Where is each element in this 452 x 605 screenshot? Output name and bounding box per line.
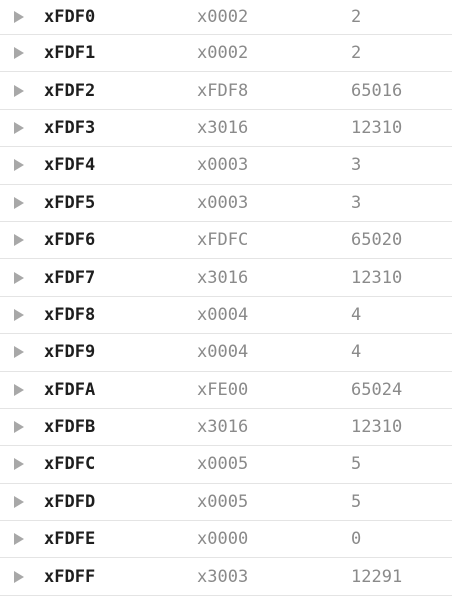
row-decimal-value: 4 (351, 342, 362, 363)
row-hex-value: x0002 (197, 7, 249, 27)
row-decimal-value: 65024 (351, 379, 403, 400)
row-address: xFDF7 (44, 267, 96, 288)
expand-triangle-icon[interactable] (14, 458, 24, 471)
row-hex-value: x0002 (197, 43, 249, 64)
memory-row[interactable]: xFDF9 x0004 4 (0, 334, 452, 372)
memory-row[interactable]: xFDF5 x0003 3 (0, 185, 452, 222)
row-address: xFDF4 (44, 155, 96, 176)
row-decimal-value: 12291 (351, 566, 403, 587)
row-address: xFDF1 (44, 43, 96, 64)
expand-triangle-icon[interactable] (14, 234, 24, 247)
row-hex-value: xFE00 (197, 379, 249, 400)
memory-row[interactable]: xFDF4 x0003 3 (0, 147, 452, 185)
row-address: xFDF2 (44, 80, 96, 101)
row-hex-value: x0003 (197, 192, 249, 213)
row-address: xFDFF (44, 566, 96, 587)
row-address: xFDF9 (44, 342, 96, 363)
memory-row[interactable]: xFDFC x0005 5 (0, 446, 452, 484)
row-hex-value: x3016 (197, 267, 249, 288)
row-hex-value: x0003 (197, 155, 249, 176)
expand-triangle-icon[interactable] (14, 121, 24, 134)
expand-triangle-icon[interactable] (14, 570, 24, 583)
row-address: xFDF5 (44, 192, 96, 213)
expand-triangle-icon[interactable] (14, 383, 24, 396)
expand-triangle-icon[interactable] (14, 196, 24, 209)
memory-row[interactable]: xFDFE x0000 0 (0, 521, 452, 559)
row-hex-value: x0005 (197, 454, 249, 475)
row-decimal-value: 3 (351, 155, 362, 176)
row-address: xFDF3 (44, 117, 96, 138)
memory-row[interactable]: xFDFB x3016 12310 (0, 409, 452, 447)
row-decimal-value: 12310 (351, 117, 403, 138)
row-decimal-value: 65020 (351, 230, 403, 251)
memory-row[interactable]: xFDF0 x0002 2 (0, 0, 452, 35)
row-hex-value: xFDF8 (197, 80, 249, 101)
row-address: xFDFB (44, 417, 96, 438)
row-address: xFDF8 (44, 304, 96, 325)
row-decimal-value: 12310 (351, 417, 403, 438)
row-address: xFDFC (44, 454, 96, 475)
memory-row[interactable]: xFDF3 x3016 12310 (0, 110, 452, 148)
memory-row[interactable]: xFDF1 x0002 2 (0, 35, 452, 73)
expand-triangle-icon[interactable] (14, 159, 24, 172)
row-hex-value: x3003 (197, 566, 249, 587)
expand-triangle-icon[interactable] (14, 84, 24, 97)
row-decimal-value: 0 (351, 529, 362, 550)
row-hex-value: x0005 (197, 491, 249, 512)
expand-triangle-icon[interactable] (14, 421, 24, 434)
expand-triangle-icon[interactable] (14, 533, 24, 546)
row-address: xFDFD (44, 491, 96, 512)
memory-row[interactable]: xFDFF x3003 12291 (0, 558, 452, 596)
memory-row[interactable]: xFDF2 xFDF8 65016 (0, 72, 452, 110)
row-decimal-value: 2 (351, 43, 362, 64)
row-decimal-value: 5 (351, 491, 362, 512)
row-hex-value: x0000 (197, 529, 249, 550)
expand-triangle-icon[interactable] (14, 271, 24, 284)
row-hex-value: x0004 (197, 342, 249, 363)
row-hex-value: x3016 (197, 417, 249, 438)
memory-row[interactable]: xFDF7 x3016 12310 (0, 259, 452, 297)
row-hex-value: x0004 (197, 304, 249, 325)
row-hex-value: xFDFC (197, 230, 249, 251)
expand-triangle-icon[interactable] (14, 346, 24, 359)
row-address: xFDFE (44, 529, 96, 550)
row-address: xFDF0 (44, 7, 96, 27)
row-decimal-value: 12310 (351, 267, 403, 288)
row-decimal-value: 5 (351, 454, 362, 475)
memory-row[interactable]: xFDF6 xFDFC 65020 (0, 222, 452, 260)
memory-row[interactable]: xFDF8 x0004 4 (0, 297, 452, 335)
expand-triangle-icon[interactable] (14, 495, 24, 508)
expand-triangle-icon[interactable] (14, 308, 24, 321)
expand-triangle-icon[interactable] (14, 11, 24, 23)
row-decimal-value: 4 (351, 304, 362, 325)
row-decimal-value: 65016 (351, 80, 403, 101)
row-address: xFDFA (44, 379, 96, 400)
row-decimal-value: 3 (351, 192, 362, 213)
row-address: xFDF6 (44, 230, 96, 251)
row-hex-value: x3016 (197, 117, 249, 138)
expand-triangle-icon[interactable] (14, 47, 24, 60)
memory-row[interactable]: xFDFD x0005 5 (0, 484, 452, 522)
memory-row[interactable]: xFDFA xFE00 65024 (0, 372, 452, 409)
row-decimal-value: 2 (351, 7, 362, 27)
